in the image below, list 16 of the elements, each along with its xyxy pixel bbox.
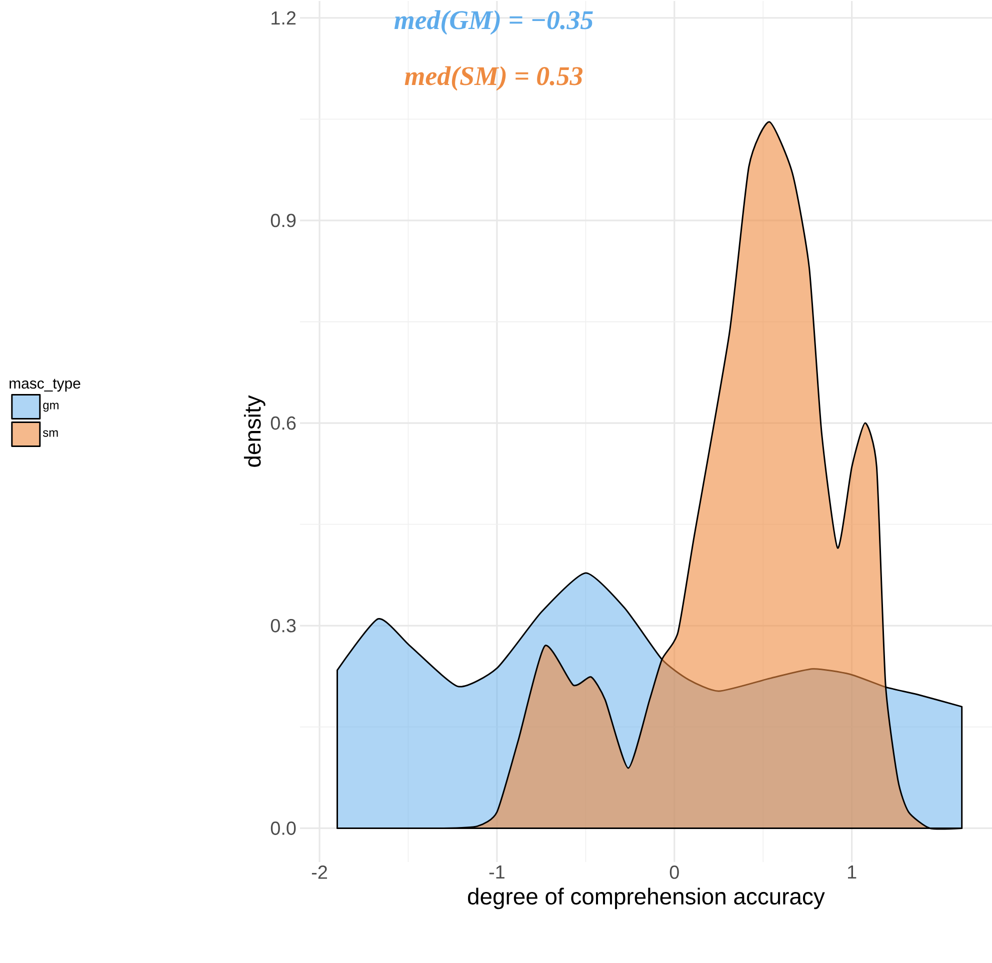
y-tick-label: 0.3 xyxy=(270,618,296,632)
y-axis-title: density xyxy=(244,395,266,467)
y-tick-label: 0.0 xyxy=(270,822,296,835)
y-tick-label: 0.9 xyxy=(270,214,296,228)
legend-label: sm xyxy=(42,430,58,437)
y-tick-label: 1.2 xyxy=(272,11,296,24)
annotation: med(GM) = −0.35 xyxy=(394,10,593,35)
x-tick-label: 1 xyxy=(848,866,856,879)
x-tick-label: -2 xyxy=(312,866,327,879)
legend-title: masc_type xyxy=(10,378,80,392)
x-axis-title: degree of comprehension accuracy xyxy=(468,888,825,910)
annotation: med(SM) = 0.53 xyxy=(404,66,582,91)
legend-label: gm xyxy=(43,402,58,412)
x-tick-label: -1 xyxy=(489,866,504,879)
y-tick-label: 0.6 xyxy=(270,416,296,430)
x-tick-label: 0 xyxy=(670,866,679,879)
